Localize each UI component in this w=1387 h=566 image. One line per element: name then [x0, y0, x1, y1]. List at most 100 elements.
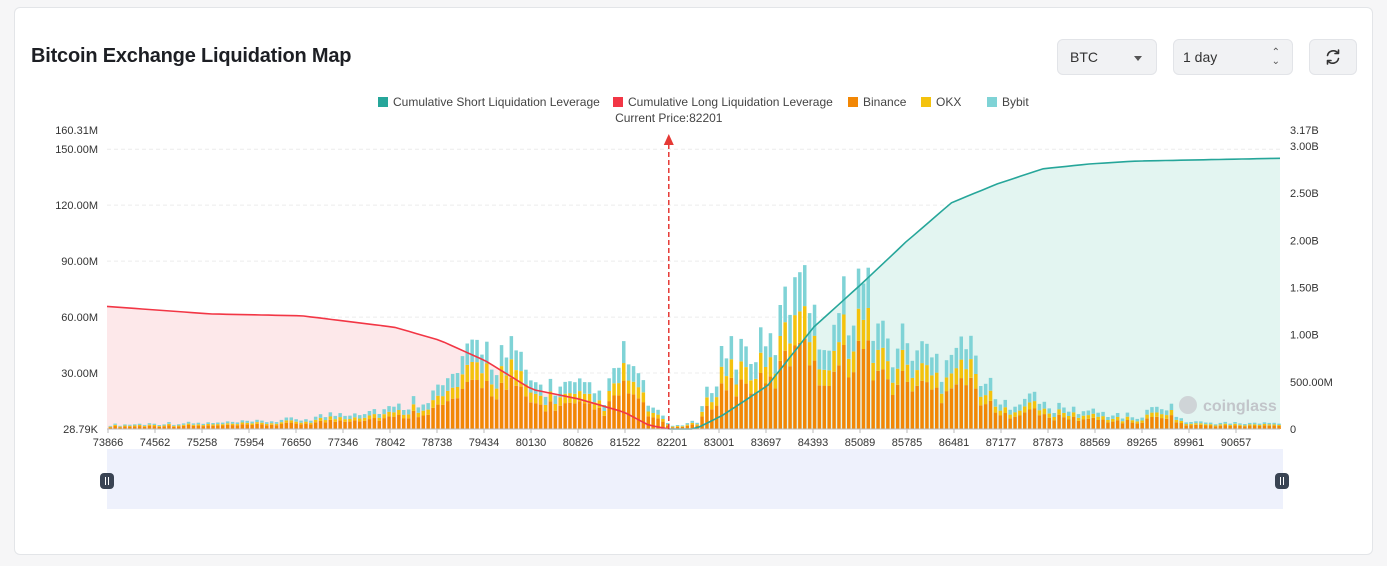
bar-binance	[881, 369, 885, 429]
bar-binance	[436, 404, 440, 429]
bar-bybit	[905, 343, 910, 365]
bar-okx	[480, 373, 484, 389]
bar-binance	[1081, 419, 1086, 429]
bar-bybit	[842, 276, 846, 315]
bar-bybit	[1189, 422, 1193, 424]
bar-bybit	[402, 410, 406, 415]
bar-binance	[1091, 417, 1095, 429]
refresh-button[interactable]	[1309, 39, 1357, 75]
bar-binance	[988, 400, 993, 429]
bar-bybit	[470, 339, 474, 362]
bar-okx	[450, 387, 455, 399]
bar-binance	[773, 388, 778, 429]
bar-okx	[377, 417, 381, 421]
bar-bybit	[431, 390, 435, 401]
bar-bybit	[514, 350, 518, 370]
bar-okx	[328, 416, 333, 420]
bar-bybit	[367, 411, 372, 416]
bar-bybit	[979, 386, 983, 397]
bar-binance	[529, 402, 533, 429]
bar-binance	[700, 416, 704, 429]
zoom-handle-right[interactable]	[1275, 473, 1289, 489]
bar-binance	[372, 418, 377, 429]
bar-bybit	[1106, 417, 1110, 420]
bar-okx	[563, 393, 567, 404]
bar-binance	[954, 384, 959, 429]
bar-bybit	[895, 348, 900, 369]
bar-bybit	[1199, 421, 1203, 424]
bar-bybit	[768, 333, 773, 358]
bar-binance	[235, 425, 240, 429]
bar-binance	[910, 391, 915, 429]
bar-bybit	[230, 421, 235, 424]
bar-okx	[1189, 423, 1193, 426]
coin-select[interactable]: BTC	[1057, 39, 1157, 75]
bar-okx	[724, 376, 729, 391]
bar-bybit	[323, 417, 328, 421]
long-line	[106, 305, 669, 430]
watermark-text: coinglass	[1203, 398, 1277, 415]
bar-okx	[323, 420, 328, 423]
bar-okx	[514, 370, 518, 386]
bar-okx	[1218, 424, 1223, 426]
bar-okx	[177, 425, 181, 427]
range-select[interactable]: 1 day ⌃ ⌄	[1173, 39, 1293, 75]
bar-binance	[798, 342, 802, 429]
bar-bybit	[1252, 422, 1257, 425]
bar-binance	[724, 390, 729, 429]
bar-binance	[450, 398, 455, 429]
bar-binance	[269, 424, 274, 429]
bar-binance	[196, 425, 201, 429]
bar-okx	[313, 419, 318, 423]
bar-okx	[1003, 407, 1007, 413]
bar-binance	[1277, 426, 1281, 429]
bar-okx	[1208, 424, 1213, 426]
bar-binance	[607, 401, 611, 429]
bar-binance	[186, 425, 191, 429]
bar-bybit	[490, 369, 494, 385]
bar-binance	[406, 418, 411, 429]
caret-down-icon	[1134, 56, 1142, 61]
zoom-handle-left[interactable]	[100, 473, 114, 489]
bar-okx	[108, 426, 113, 428]
bar-binance	[1174, 422, 1179, 429]
bar-bybit	[680, 425, 685, 427]
bar-bybit	[108, 425, 113, 427]
bar-binance	[455, 398, 460, 429]
bar-binance	[568, 402, 572, 429]
bar-bybit	[939, 381, 944, 394]
bar-binance	[519, 386, 523, 429]
bar-bybit	[362, 414, 367, 418]
bar-binance	[778, 360, 782, 429]
bar-binance	[612, 395, 616, 429]
bar-binance	[446, 401, 450, 429]
bar-okx	[744, 367, 748, 384]
bar-bybit	[240, 420, 245, 423]
bar-bybit	[861, 283, 866, 320]
bar-binance	[656, 418, 660, 429]
bar-okx	[1223, 423, 1227, 426]
bar-okx	[690, 422, 694, 425]
bar-binance	[866, 340, 870, 429]
bar-okx	[265, 423, 269, 426]
bar-binance	[891, 395, 895, 429]
bar-okx	[367, 415, 372, 420]
bar-okx	[260, 422, 264, 425]
legend-swatch	[378, 97, 388, 107]
bar-bybit	[446, 378, 450, 391]
bar-binance	[597, 407, 602, 429]
bar-okx	[318, 417, 323, 421]
zoom-slider[interactable]	[100, 449, 1289, 509]
bar-okx	[1013, 412, 1017, 417]
bar-binance	[353, 420, 357, 429]
bar-binance	[944, 391, 949, 429]
bar-bybit	[788, 314, 792, 344]
bar-binance	[1111, 421, 1115, 429]
bar-binance	[328, 419, 333, 429]
bar-okx	[402, 414, 406, 419]
bar-binance	[1213, 426, 1218, 429]
bar-okx	[832, 350, 836, 372]
bar-binance	[499, 382, 504, 429]
bar-okx	[211, 424, 215, 426]
x-tick-label: 90657	[1221, 437, 1252, 449]
